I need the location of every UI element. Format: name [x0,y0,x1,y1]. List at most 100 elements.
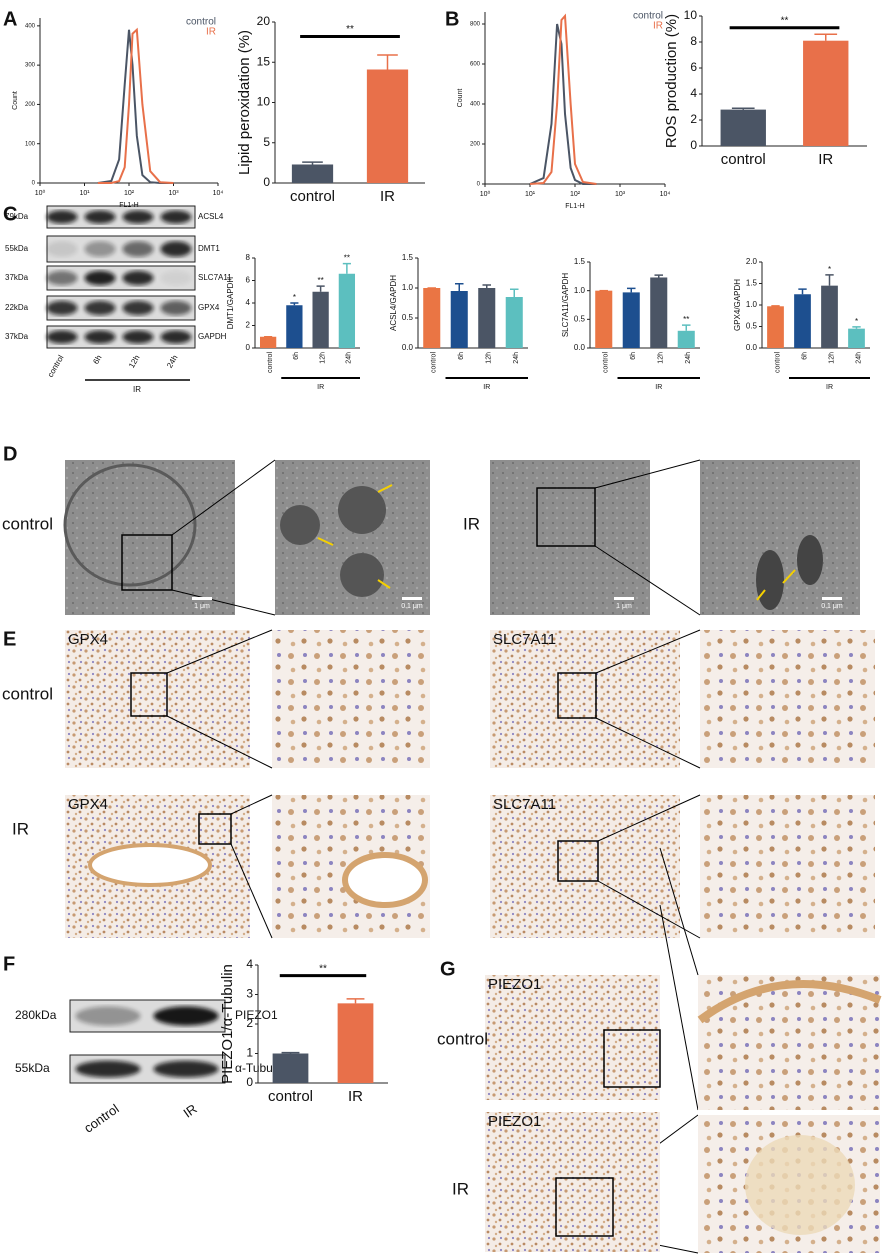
y-tick-label: 8 [246,253,251,262]
y-tick-label: 6 [690,60,697,74]
x-tick-label: 10² [124,190,135,197]
blot-band [122,330,154,344]
error-bar [681,324,691,331]
ihc-image [490,630,680,768]
blot-band [46,210,78,224]
x-tick-label: 10² [570,191,581,198]
scale-bar [402,597,422,600]
error-bar [825,274,834,286]
stain-label: GPX4 [68,631,108,648]
scale-bar [192,597,212,600]
y-axis-title: DMT1/GAPDH [226,277,235,330]
group-label: IR [483,384,490,391]
y-tick-label: 20 [257,14,271,28]
y-tick-label: 0 [246,1075,253,1089]
band-size: 79kDa [5,212,29,221]
x-tick-label: 6h [630,352,637,360]
condition-label: IR [12,819,29,838]
panel-label: E [3,628,16,650]
bar [595,290,613,348]
y-tick-label: 2 [246,321,251,330]
x-tick-label: 10⁰ [35,189,46,197]
histogram-line [97,27,174,184]
lane-label: IR [180,1101,199,1121]
blot-band [84,210,116,224]
arrows [317,484,796,601]
y-tick-label: 5 [263,135,270,149]
y-tick-label: 1.5 [574,257,586,266]
error-bar [482,284,492,288]
panel-label: B [445,8,459,30]
band-size: 37kDa [5,332,29,341]
mitochondrion [797,535,823,585]
x-tick-label: 10¹ [79,190,90,197]
y-tick-label: 400 [25,23,36,29]
ihc-image [485,975,660,1100]
legend-entry: control [186,17,216,28]
y-tick-label: 1.0 [746,300,758,309]
mitochondrion [338,486,386,534]
zoom-boxes [555,1029,661,1237]
y-tick-label: 8 [690,34,697,48]
bar [312,291,329,348]
y-tick-label: 0 [263,175,270,189]
y-tick-label: 1.5 [402,253,414,262]
bar [650,277,668,348]
blot-band [84,241,116,257]
bar [423,288,441,348]
ihc-image [700,795,875,938]
tem-image [490,460,650,615]
y-tick-label: 0.5 [574,314,586,323]
protein-name: GPX4 [198,303,220,312]
y-tick-label: 3 [246,987,253,1001]
y-tick-label: 10 [684,8,698,22]
protein-name: SLC7A11 [198,273,232,282]
stain-label: SLC7A11 [493,631,556,648]
y-axis-title: GPX4/GAPDH [733,279,742,331]
x-tick-label: 10⁰ [480,190,491,198]
histogram-line [529,23,597,185]
ihc-image [698,975,880,1110]
blot-band [160,210,192,224]
x-tick-label: 24h [685,352,692,364]
y-axis-title: SLC7A11/GAPDH [561,273,570,338]
blot-band [153,1060,219,1078]
lane-label: 12h [127,354,141,370]
legend-entry: IR [653,21,663,32]
significance-label: ** [781,15,789,26]
image-panels [63,459,882,1254]
x-tick-label: IR [380,188,395,205]
significance-marker: ** [683,315,689,324]
error-bar [290,302,299,306]
bar [272,1053,309,1083]
y-tick-label: 0 [32,181,36,187]
blot-band [160,330,192,344]
x-tick-label: control [721,151,766,168]
legend-entry: control [633,11,663,22]
error-bar [814,33,838,41]
x-tick-label: 10⁴ [213,190,224,197]
condition-label: IR [463,514,480,533]
legend-entry: IR [206,27,216,38]
x-tick-label: control [774,352,781,373]
y-tick-label: 300 [25,63,36,69]
x-tick-label: 10³ [168,190,179,197]
airway [697,980,882,1024]
bar [803,40,849,147]
y-tick-label: 15 [257,54,271,68]
bar [794,294,811,348]
blot-band [153,1006,219,1026]
nucleus [63,463,197,587]
x-axis-title: FL1-H [119,202,138,209]
bar [677,330,695,348]
blot-band [122,270,154,286]
blot-band [84,330,116,344]
y-axis-title: ACSL4/GAPDH [389,275,398,331]
lane-label: control [81,1101,122,1136]
group-label: IR [655,384,662,391]
bar [821,285,838,348]
scale-label: 1 μm [194,603,210,610]
x-tick-label: control [603,352,610,373]
blot-band [122,241,154,257]
x-tick-label: control [267,352,274,373]
